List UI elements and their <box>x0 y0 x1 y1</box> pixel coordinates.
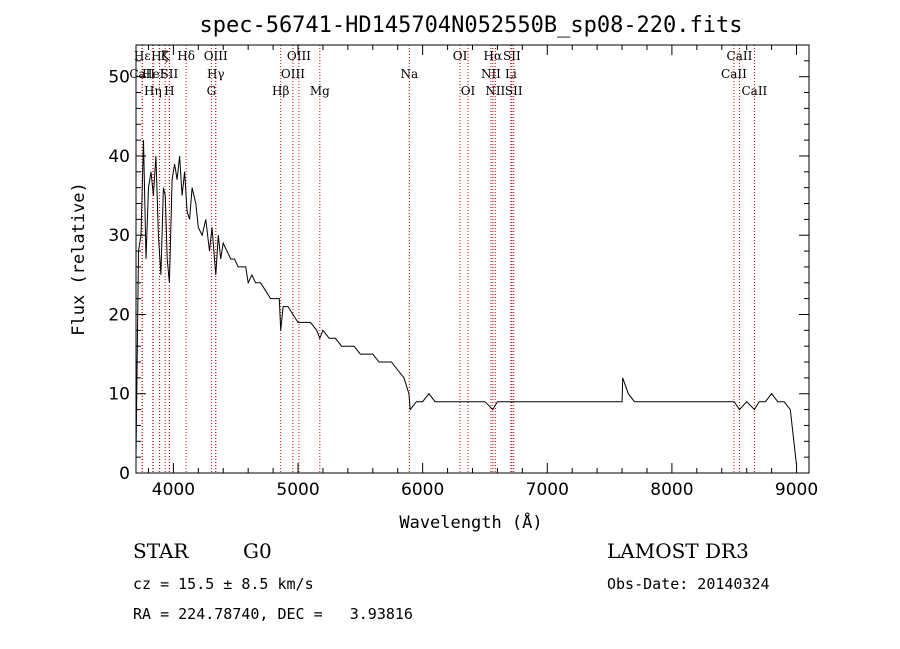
spectral-line-label: OIII <box>204 49 228 63</box>
spectral-line-label: CaII <box>741 84 767 98</box>
spectral-line-label: Hε <box>134 49 151 63</box>
spectral-line-label: H <box>164 84 174 98</box>
spectral-line-label: CaII <box>721 67 747 81</box>
y-tick-label: 0 <box>119 464 130 484</box>
spectral-line-label: SII <box>503 49 521 63</box>
survey-name: LAMOST DR3 <box>607 539 749 563</box>
x-tick-label: 7000 <box>526 480 569 500</box>
x-tick-label: 5000 <box>276 480 319 500</box>
y-tick-label: 50 <box>108 68 130 88</box>
spectral-line-label: Mg <box>310 84 330 98</box>
spectral-line-label: SII <box>161 67 179 81</box>
plot-frame <box>135 44 810 474</box>
x-tick-label: 9000 <box>775 480 818 500</box>
spectral-line-label: CaII <box>727 49 753 63</box>
spectral-line-label: OIII <box>281 67 305 81</box>
y-tick-label: 10 <box>108 385 130 405</box>
spectral-line-label: SII <box>505 84 523 98</box>
spectral-line-label: Hβ <box>272 84 289 98</box>
spectral-line-label: Hγ <box>207 67 225 81</box>
spectral-line-label: NII <box>485 84 505 98</box>
axis-ticks: 4000 5000 6000 7000 8000 9000 0 10 20 30 40 50 <box>108 44 818 500</box>
spectral-line-label: OI <box>461 84 476 98</box>
spectral-line-label: Hζ <box>151 49 168 63</box>
object-class: STAR <box>133 539 189 563</box>
y-tick-label: 30 <box>108 226 130 246</box>
redshift-readout: cz = 15.5 ± 8.5 km/s <box>133 575 314 593</box>
spectral-line-label: K <box>161 49 171 63</box>
y-axis-label: Flux (relative) <box>69 182 89 336</box>
spectral-line-label: Hη <box>144 84 162 98</box>
chart-title: spec-56741-HD145704N052550B_sp08-220.fit… <box>199 13 742 38</box>
x-axis-label: Wavelength (Å) <box>399 511 542 533</box>
spectral-line-label: Na <box>400 67 418 81</box>
x-tick-label: 6000 <box>401 480 444 500</box>
spectral-line-label: NII <box>481 67 501 81</box>
spectrum-series-line <box>135 140 797 466</box>
spectral-line-label: OI <box>453 49 468 63</box>
x-tick-label: 4000 <box>152 480 195 500</box>
spectral-line-label: HeI <box>142 67 165 81</box>
spectral-line-label: Li <box>505 67 517 81</box>
spectral-line-labels: Hε CaII HeI Hζ Hη K SII H Hδ OIII Hγ G OIII OIII Hβ Mg N… <box>129 49 767 98</box>
coordinates: RA = 224.78740, DEC = 3.93816 <box>133 605 413 623</box>
spectral-line-label: Hα <box>484 49 503 63</box>
y-tick-label: 40 <box>108 147 130 167</box>
y-tick-label: 20 <box>108 305 130 325</box>
obs-date: Obs-Date: 20140324 <box>607 575 770 593</box>
object-subclass: G0 <box>243 539 272 563</box>
spectral-line-label: Hδ <box>177 49 195 63</box>
spectral-line-label: OIII <box>287 49 311 63</box>
spectral-line-label: G <box>207 84 217 98</box>
x-tick-label: 8000 <box>650 480 693 500</box>
